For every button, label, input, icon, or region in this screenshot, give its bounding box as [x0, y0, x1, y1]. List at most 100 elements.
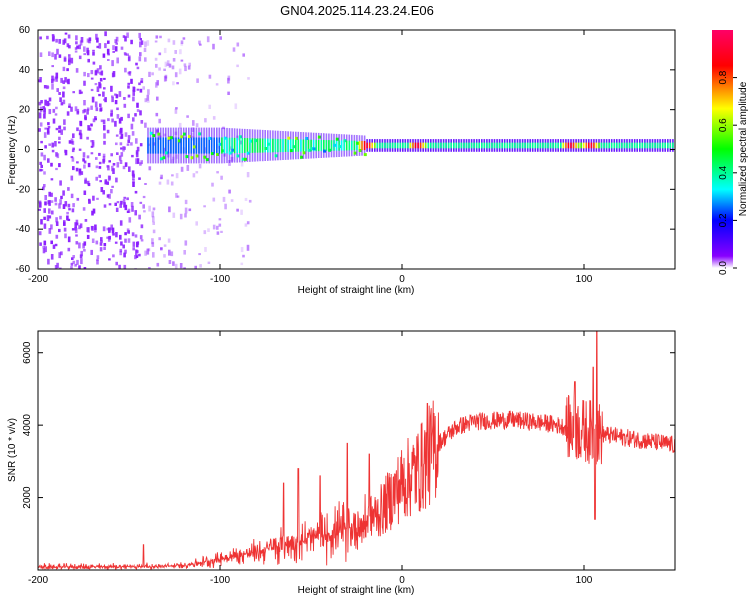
noise-cell — [111, 185, 114, 188]
noise-cell — [126, 143, 130, 146]
noise-cell — [127, 139, 130, 143]
noise-cell — [122, 244, 125, 249]
noise-cell — [104, 31, 107, 37]
noise-cell — [70, 175, 74, 181]
noise-cell — [100, 70, 104, 76]
noise-cell — [236, 64, 239, 68]
noise-cell — [155, 63, 158, 68]
noise-cell — [151, 238, 154, 245]
noise-cell — [106, 129, 110, 134]
snr-series-line — [38, 331, 675, 570]
noise-cell — [62, 39, 65, 45]
band-core — [509, 142, 511, 149]
noise-cell — [136, 88, 140, 91]
noise-cell — [83, 164, 86, 169]
noise-cell — [168, 260, 172, 264]
noise-cell — [96, 68, 100, 74]
noise-cell — [100, 187, 104, 193]
noise-cell — [236, 208, 239, 212]
band-core — [351, 140, 353, 151]
noise-cell — [148, 143, 151, 146]
noise-cell — [192, 120, 195, 126]
noise-cell — [136, 250, 139, 253]
noise-cell — [164, 74, 168, 79]
noise-cell — [112, 163, 116, 166]
band-core — [208, 137, 210, 154]
noise-cell — [192, 173, 196, 178]
noise-cell — [112, 45, 115, 50]
noise-cell — [95, 165, 99, 169]
noise-cell — [187, 65, 191, 70]
noise-cell — [240, 262, 244, 266]
band-core — [228, 137, 231, 154]
noise-cell — [156, 80, 159, 86]
noise-cell — [196, 78, 199, 83]
noise-cell — [179, 213, 183, 220]
band-core — [277, 138, 279, 153]
noise-cell — [88, 37, 92, 42]
band-core — [417, 142, 419, 149]
noise-cell — [87, 227, 90, 233]
band-blob — [218, 142, 222, 146]
noise-cell — [86, 109, 89, 115]
band-core — [376, 142, 379, 149]
noise-cell — [46, 215, 50, 222]
noise-cell — [218, 218, 222, 221]
noise-cell — [80, 91, 83, 94]
noise-cell — [107, 118, 110, 122]
noise-cell — [194, 265, 197, 269]
noise-cell — [236, 42, 240, 47]
band-core — [661, 142, 664, 149]
noise-cell — [58, 136, 61, 140]
band-blob — [246, 151, 250, 155]
band-core — [613, 142, 616, 149]
band-core — [593, 142, 595, 149]
noise-cell — [199, 43, 202, 46]
noise-cell — [96, 37, 99, 43]
band-core — [669, 142, 672, 149]
noise-cell — [174, 50, 177, 54]
noise-cell — [171, 65, 175, 70]
band-core — [274, 138, 277, 153]
band-blob — [152, 134, 156, 138]
noise-cell — [114, 120, 117, 127]
band-blob — [162, 156, 166, 160]
noise-cell — [147, 248, 151, 252]
band-core — [188, 137, 190, 154]
x-tick-label: 100 — [576, 274, 593, 285]
noise-cell — [64, 150, 68, 156]
band-core — [307, 139, 310, 152]
noise-cell — [167, 238, 171, 243]
x-tick-label: -100 — [210, 575, 230, 586]
noise-cell — [118, 118, 122, 124]
band-core — [659, 142, 661, 149]
band-core — [649, 142, 651, 149]
noise-cell — [100, 119, 104, 123]
noise-cell — [127, 230, 130, 234]
noise-cell — [78, 148, 82, 151]
noise-cell — [111, 165, 114, 172]
noise-cell — [43, 223, 47, 229]
band-core — [600, 142, 603, 149]
noise-cell — [60, 195, 63, 200]
band-core — [470, 142, 473, 149]
colorbar-tick-label: 0.8 — [718, 70, 729, 84]
noise-cell — [132, 176, 135, 180]
noise-cell — [120, 133, 124, 139]
band-core — [631, 142, 633, 149]
noise-cell — [130, 202, 134, 207]
band-core — [463, 142, 465, 149]
band-blob — [292, 145, 296, 149]
y-tick-label: -40 — [16, 224, 31, 235]
noise-cell — [120, 200, 123, 205]
noise-cell — [48, 97, 52, 102]
noise-cell — [98, 174, 101, 178]
noise-cell — [132, 89, 135, 96]
noise-cell — [114, 202, 117, 206]
noise-cell — [128, 217, 132, 223]
noise-cell — [82, 243, 85, 249]
noise-cell — [180, 166, 184, 172]
band-core — [529, 142, 531, 149]
noise-cell — [106, 48, 110, 55]
noise-cell — [115, 42, 118, 45]
